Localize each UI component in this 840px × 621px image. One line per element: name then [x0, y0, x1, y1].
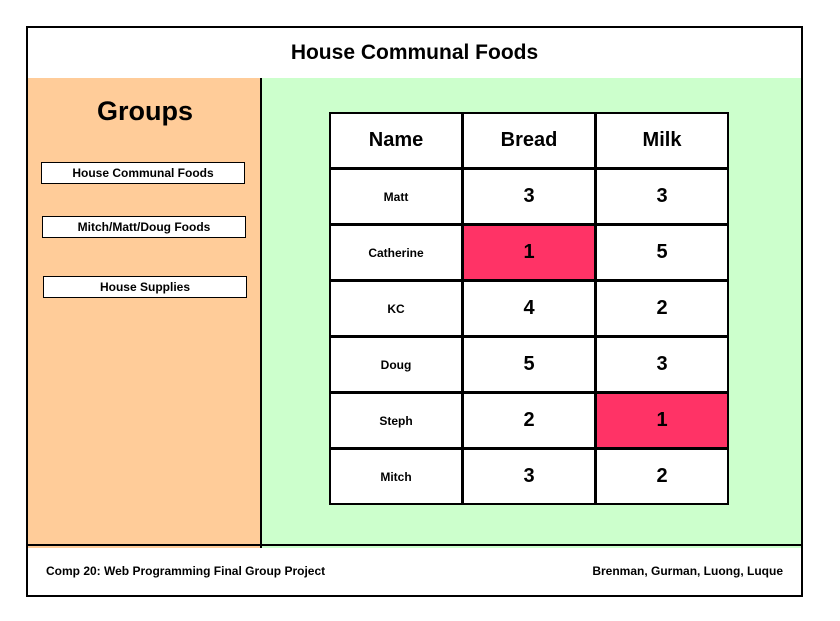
row-name-cell: KC [331, 282, 461, 335]
footer-course-title: Comp 20: Web Programming Final Group Pro… [46, 563, 326, 578]
bread-count-cell-highlighted: 1 [464, 226, 594, 279]
milk-count-cell: 2 [597, 450, 727, 503]
bread-count-cell: 3 [464, 450, 594, 503]
sidebar-title: Groups [96, 96, 193, 126]
bread-count-cell: 5 [464, 338, 594, 391]
column-header-bread: Bread [464, 114, 594, 167]
milk-count-cell: 5 [597, 226, 727, 279]
bread-count-cell: 3 [464, 170, 594, 223]
group-button-house-communal-foods[interactable]: House Communal Foods [41, 162, 245, 184]
milk-count-cell: 3 [597, 338, 727, 391]
row-name-cell: Matt [331, 170, 461, 223]
bread-count-cell: 4 [464, 282, 594, 335]
page-title: House Communal Foods [290, 41, 539, 64]
food-table: Name Bread Milk Matt 3 3 Catherine 1 5 K… [329, 112, 729, 505]
row-name-cell: Mitch [331, 450, 461, 503]
bread-count-cell: 2 [464, 394, 594, 447]
row-name-cell: Doug [331, 338, 461, 391]
milk-count-cell-highlighted: 1 [597, 394, 727, 447]
footer-authors: Brenman, Gurman, Luong, Luque [592, 563, 783, 578]
page-frame: House Communal Foods Groups House Commun… [26, 26, 803, 597]
group-button-house-supplies[interactable]: House Supplies [43, 276, 247, 298]
header: House Communal Foods [28, 28, 801, 80]
row-name-cell: Steph [331, 394, 461, 447]
row-name-cell: Catherine [331, 226, 461, 279]
column-header-name: Name [331, 114, 461, 167]
milk-count-cell: 3 [597, 170, 727, 223]
group-button-mitch-matt-doug-foods[interactable]: Mitch/Matt/Doug Foods [42, 216, 246, 238]
milk-count-cell: 2 [597, 282, 727, 335]
main-content: Name Bread Milk Matt 3 3 Catherine 1 5 K… [262, 78, 801, 548]
footer: Comp 20: Web Programming Final Group Pro… [28, 544, 801, 595]
sidebar: Groups House Communal Foods Mitch/Matt/D… [28, 78, 262, 548]
column-header-milk: Milk [597, 114, 727, 167]
